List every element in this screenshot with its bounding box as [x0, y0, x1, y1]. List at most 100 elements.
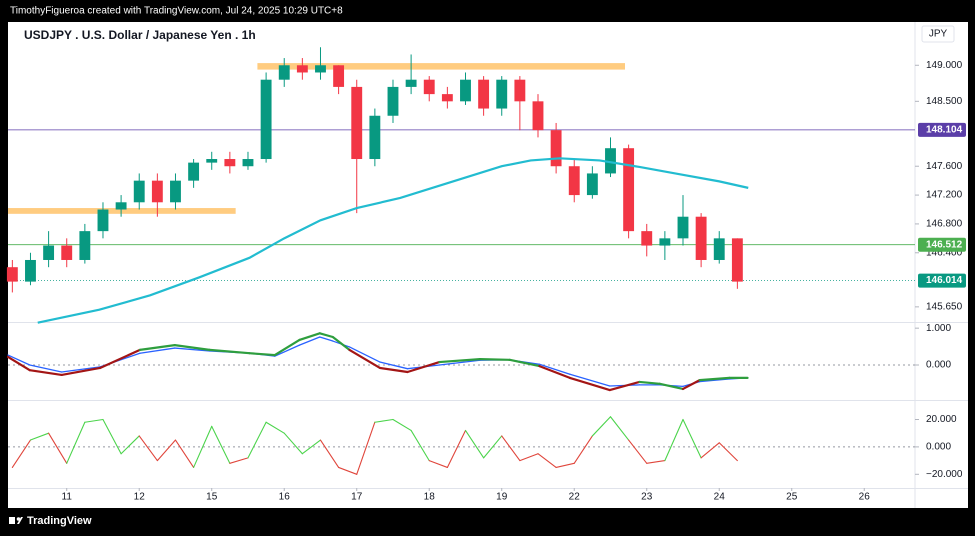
line-segment: [273, 338, 301, 357]
line-segment: [682, 418, 702, 459]
candle-body: [133, 180, 145, 203]
line-segment: [379, 361, 409, 370]
line-segment: [301, 439, 322, 455]
x-tick-label: 12: [134, 492, 146, 503]
line-segment: [608, 380, 641, 392]
line-segment: [319, 439, 340, 468]
line-segment: [211, 425, 231, 464]
y-tick-label: −20.000: [926, 469, 963, 480]
candle-body: [514, 79, 526, 102]
line-segment: [664, 418, 684, 462]
line-segment: [248, 352, 276, 357]
candle-body: [242, 159, 254, 167]
candle-body: [206, 159, 218, 163]
candle-body: [695, 216, 707, 260]
line-segment: [274, 344, 301, 357]
candle-body: [423, 79, 435, 95]
line-segment: [120, 435, 140, 455]
line-segment: [483, 435, 503, 459]
line-segment: [298, 336, 321, 346]
line-segment: [410, 429, 430, 462]
candle-body: [550, 130, 562, 167]
line-segment: [66, 421, 86, 464]
line-segment: [698, 376, 731, 382]
y-tick-label: 0.000: [926, 442, 951, 453]
y-tick-label: 148.500: [926, 96, 963, 107]
line-segment: [28, 369, 63, 377]
line-segment: [229, 457, 249, 464]
candle-body: [478, 79, 490, 109]
line-segment: [138, 435, 158, 462]
candle-body: [532, 101, 544, 131]
zone: [257, 63, 625, 70]
line-segment: [478, 358, 511, 361]
y-tick-label: 146.400: [926, 247, 963, 258]
line-segment: [700, 442, 720, 459]
chart-title: USDJPY . U.S. Dollar / Japanese Yen . 1h: [24, 28, 256, 42]
line-segment: [61, 366, 101, 373]
line-segment: [48, 432, 68, 464]
x-tick-label: 16: [279, 492, 291, 503]
line-segment: [208, 348, 251, 355]
line-segment: [537, 453, 557, 468]
line-segment: [392, 418, 412, 432]
line-segment: [538, 365, 571, 379]
line-segment: [319, 336, 334, 342]
candle-body: [151, 180, 163, 203]
y-tick-label: 149.000: [926, 60, 963, 71]
x-tick-label: 15: [206, 492, 218, 503]
moving-average: [37, 157, 749, 324]
line-segment: [265, 421, 285, 434]
candle-body: [677, 216, 689, 239]
line-segment: [7, 354, 31, 366]
candle-body: [713, 238, 725, 260]
line-segment: [638, 380, 661, 385]
line-segment: [138, 344, 176, 351]
line-segment: [331, 335, 351, 351]
line-segment: [718, 442, 738, 462]
line-segment: [318, 332, 334, 339]
line-segment: [98, 348, 142, 370]
line-segment: [501, 435, 521, 462]
candle-body: [460, 79, 471, 102]
line-segment: [193, 425, 213, 468]
footer-logo: [9, 517, 23, 524]
line-segment: [283, 432, 303, 455]
line-segment: [174, 439, 195, 468]
candle-body: [170, 180, 181, 203]
candle-body: [568, 166, 580, 196]
candle-body: [61, 245, 73, 260]
line-segment: [102, 418, 122, 455]
y-tick-label: 147.200: [926, 190, 963, 201]
candle-body: [315, 65, 326, 73]
line-segment: [446, 429, 467, 468]
x-tick-label: 24: [714, 492, 726, 503]
line-segment: [247, 421, 267, 459]
candle-body: [115, 202, 127, 210]
candle-body: [369, 115, 381, 160]
candle-body: [333, 65, 345, 87]
candle-body: [387, 86, 399, 116]
line-segment: [174, 347, 211, 352]
line-segment: [508, 358, 541, 368]
zone: [8, 208, 236, 214]
y-tick-label: 0.000: [926, 360, 951, 371]
candle-body: [441, 94, 453, 102]
y-tick-label: 20.000: [926, 414, 957, 425]
line-segment: [378, 366, 409, 374]
line-segment: [438, 359, 481, 366]
line-segment: [555, 462, 575, 468]
y-tick-label: 147.600: [926, 161, 963, 172]
line-segment: [628, 439, 648, 464]
x-tick-label: 17: [351, 492, 363, 503]
candle-body: [278, 65, 290, 80]
y-tick-label: 1.000: [926, 323, 951, 334]
x-tick-label: 26: [859, 492, 871, 503]
candle-body: [496, 79, 508, 109]
line-segment: [29, 432, 50, 441]
candle-body: [296, 65, 308, 73]
price-label-bg: [918, 122, 966, 137]
line-segment: [699, 378, 731, 383]
candle-body: [97, 209, 109, 232]
